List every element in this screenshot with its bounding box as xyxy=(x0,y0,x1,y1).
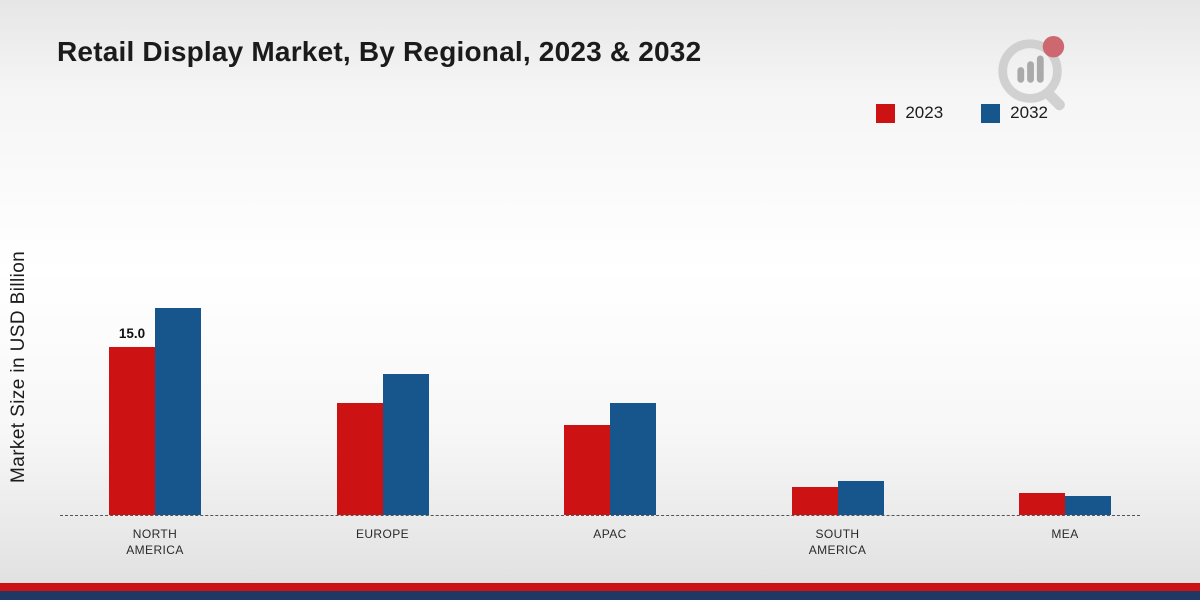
bar-2032-south-america xyxy=(837,481,884,515)
bar-2032-mea xyxy=(1065,496,1111,515)
legend-item-2023: 2023 xyxy=(876,103,943,123)
chart-title: Retail Display Market, By Regional, 2023… xyxy=(57,36,702,67)
footer-stripe-navy xyxy=(0,591,1200,600)
category-label: MEA xyxy=(1051,527,1079,541)
bar-2023-north-america xyxy=(109,347,155,515)
category-label: APAC xyxy=(593,527,627,541)
legend-swatch-icon xyxy=(981,103,1001,123)
footer-stripe-red xyxy=(0,583,1200,591)
legend-item-2032: 2032 xyxy=(981,103,1048,123)
bar-2032-europe xyxy=(382,374,429,515)
legend-label: 2023 xyxy=(905,103,944,122)
legend-swatch-icon xyxy=(876,103,896,123)
category-label: NORTH AMERICA xyxy=(126,527,184,558)
legend: 2023 2032 xyxy=(876,103,1048,123)
bar-2032-apac xyxy=(610,403,656,515)
bar-2023-south-america xyxy=(791,487,838,515)
legend-label: 2032 xyxy=(1010,103,1048,122)
bar-2023-europe xyxy=(336,403,383,515)
x-axis-line xyxy=(60,515,1140,516)
bar-2023-apac xyxy=(564,425,610,515)
category-label: EUROPE xyxy=(355,527,410,541)
brand-logo-icon xyxy=(993,32,1071,114)
category-label: SOUTH AMERICA xyxy=(808,527,867,558)
bar-2032-north-america xyxy=(155,308,201,515)
bar-2023-mea xyxy=(1019,493,1065,515)
bar-value-label: 15.0 xyxy=(118,326,146,341)
